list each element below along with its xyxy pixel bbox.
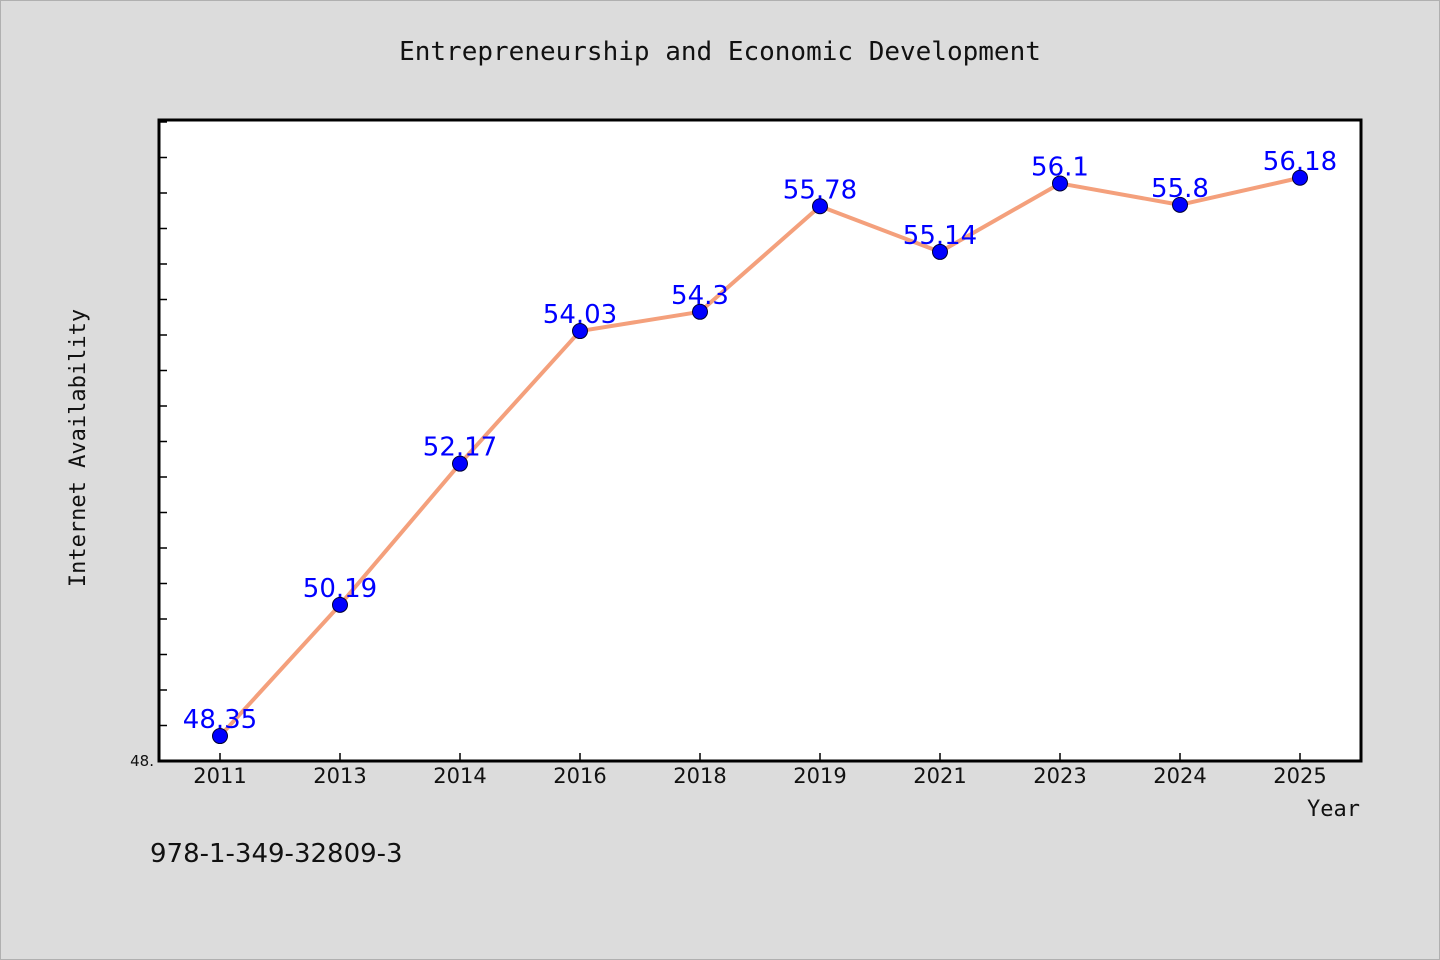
data-point [1052,175,1068,192]
y-axis-title: Internet Availability [66,309,91,587]
data-label: 55.14 [903,221,977,251]
data-label: 56.1 [1031,152,1089,182]
data-point [932,243,948,260]
data-label: 52.17 [423,433,497,463]
data-label: 56.18 [1263,147,1337,177]
data-point [812,198,828,215]
plot-area [157,118,1363,763]
y-axis-ticks [159,121,167,762]
data-label: 54.03 [543,300,617,330]
data-point [572,323,588,340]
data-point [452,455,468,472]
series-line [218,175,1301,738]
x-tick-label: 2021 [913,764,966,788]
x-tick-label: 2018 [673,764,726,788]
x-tick-label: 2019 [793,764,846,788]
x-axis-title: Year [1307,797,1360,822]
x-tick-label: 2014 [433,764,486,788]
x-tick-label: 2025 [1273,764,1326,788]
data-point [332,596,348,613]
x-tick-label: 2023 [1033,764,1086,788]
data-label: 48.35 [183,705,257,735]
x-tick-label: 2024 [1153,764,1206,788]
data-label: 55.78 [783,175,857,205]
data-point [692,303,708,320]
data-label: 54.3 [671,281,729,311]
x-tick-label: 2013 [313,764,366,788]
x-axis-ticks: 2011 2013 2014 2016 2018 2019 2021 2023 2024 2025 [193,753,1327,788]
data-label: 55.8 [1151,174,1209,204]
data-point [212,728,228,745]
isbn-caption: 978-1-349-32809-3 [150,839,403,869]
data-point [1292,169,1308,186]
chart-title: Entrepreneurship and Economic Developmen… [399,37,1041,67]
data-point [1172,196,1188,213]
series-layer: 48.35 50.19 52.17 54.03 54.3 55.78 55.14 56.1 55… [183,147,1337,745]
data-label: 50.19 [303,574,377,604]
x-tick-label: 2011 [193,764,246,788]
x-tick-label: 2016 [553,764,606,788]
y-tick-label: 48. [130,752,154,770]
